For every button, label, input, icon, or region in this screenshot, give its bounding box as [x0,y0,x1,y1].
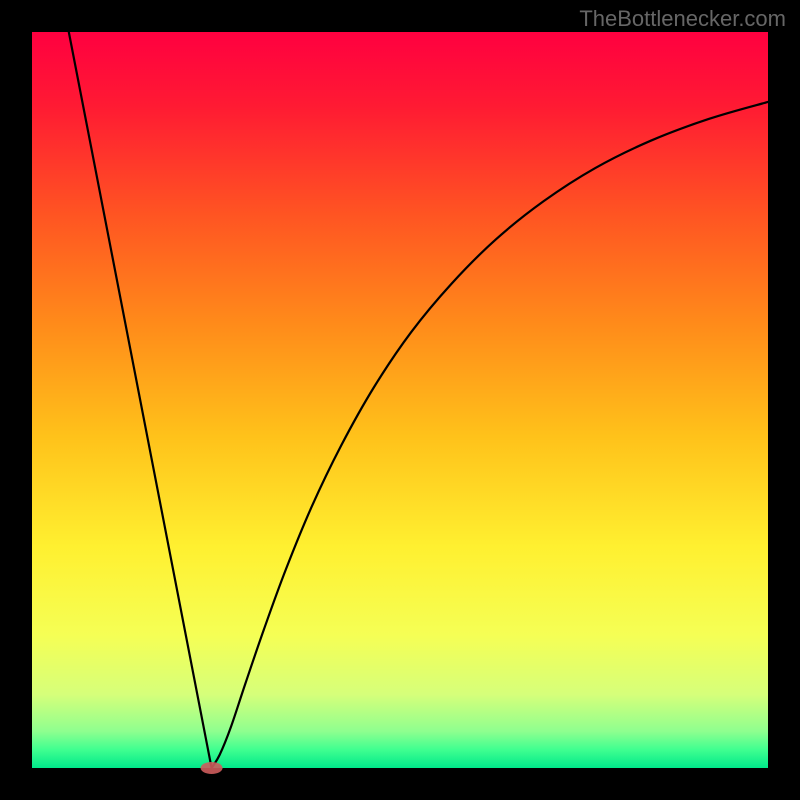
chart-gradient-background [32,32,768,768]
bottleneck-marker [201,762,223,774]
chart-frame: TheBottlenecker.com [0,0,800,800]
bottleneck-chart [0,0,800,800]
watermark-text: TheBottlenecker.com [579,6,786,32]
